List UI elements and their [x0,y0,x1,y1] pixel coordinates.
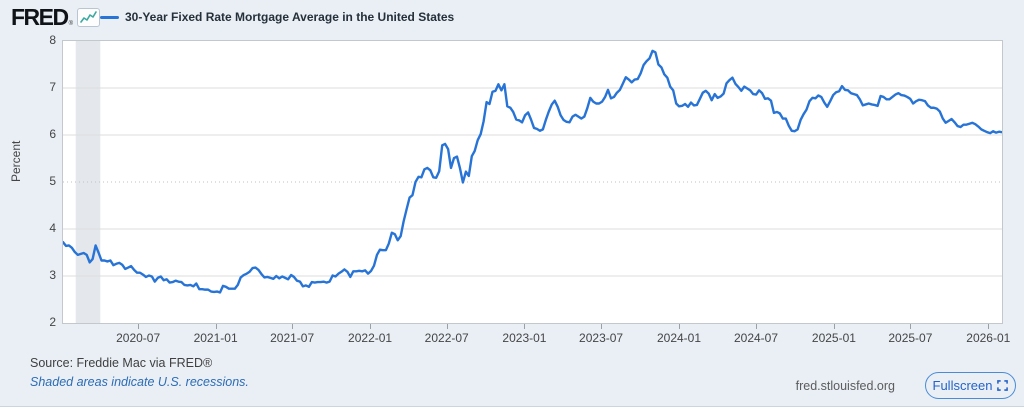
fred-chart-widget: FRED ® 30-Year Fixed Rate Mortgage Avera… [0,0,1024,407]
x-axis-tick-mark [292,324,293,329]
y-axis-tick-label: 4 [49,221,56,235]
y-axis-tick-label: 6 [49,127,56,141]
x-axis-tick-mark [910,324,911,329]
registered-trademark-mark: ® [68,21,74,27]
recession-note: Shaded areas indicate U.S. recessions. [30,375,249,389]
fullscreen-expand-icon [997,380,1009,391]
x-axis-tick-label: 2021-01 [193,331,238,345]
series-legend: 30-Year Fixed Rate Mortgage Average in t… [100,0,454,34]
x-axis-tick-label: 2023-07 [579,331,624,345]
x-axis-tick-mark [370,324,371,329]
fred-logo-text: FRED [11,4,69,30]
x-axis-tick-mark [524,324,525,329]
chart-header: FRED ® 30-Year Fixed Rate Mortgage Avera… [0,0,1024,34]
series-title: 30-Year Fixed Rate Mortgage Average in t… [125,10,455,24]
fred-site-link[interactable]: fred.stlouisfed.org [795,379,895,393]
x-axis-tick-label: 2021-07 [270,331,315,345]
x-axis-tick-label: 2025-01 [811,331,856,345]
x-axis-tick-mark [834,324,835,329]
y-axis-tick-label: 5 [49,174,56,188]
x-axis-tick-mark [447,324,448,329]
x-axis-tick-label: 2026-01 [966,331,1011,345]
x-axis-tick-mark [138,324,139,329]
x-axis-tick-mark [679,324,680,329]
y-axis-title: Percent [9,140,23,182]
x-axis-tick-label: 2020-07 [116,331,161,345]
x-axis-tick-mark [756,324,757,329]
legend-line-swatch [100,15,119,19]
x-axis-tick-label: 2024-01 [656,331,702,345]
x-axis-tick-label: 2022-07 [424,331,469,345]
x-axis-tick-mark [601,324,602,329]
x-axis-tick-label: 2025-07 [888,331,933,345]
x-axis-tick-mark [216,324,217,329]
y-axis-tick-label: 2 [49,315,56,329]
sparkline-icon [77,8,101,27]
fullscreen-button-label: Fullscreen [932,378,993,393]
plot-area[interactable] [62,40,1003,324]
x-axis-tick-label: 2023-01 [502,331,547,345]
x-axis-tick-label: 2022-01 [348,331,393,345]
chart-canvas[interactable] [63,41,1002,323]
y-axis-tick-label: 3 [49,268,56,282]
source-text: Source: Freddie Mac via FRED® [30,356,213,370]
x-axis-tick-mark [988,324,989,329]
fullscreen-button[interactable]: Fullscreen [925,372,1016,399]
y-axis-tick-label: 8 [49,33,56,47]
fred-logo[interactable]: FRED ® [11,4,101,30]
x-axis-tick-label: 2024-07 [733,331,779,345]
y-axis-tick-label: 7 [49,80,56,94]
